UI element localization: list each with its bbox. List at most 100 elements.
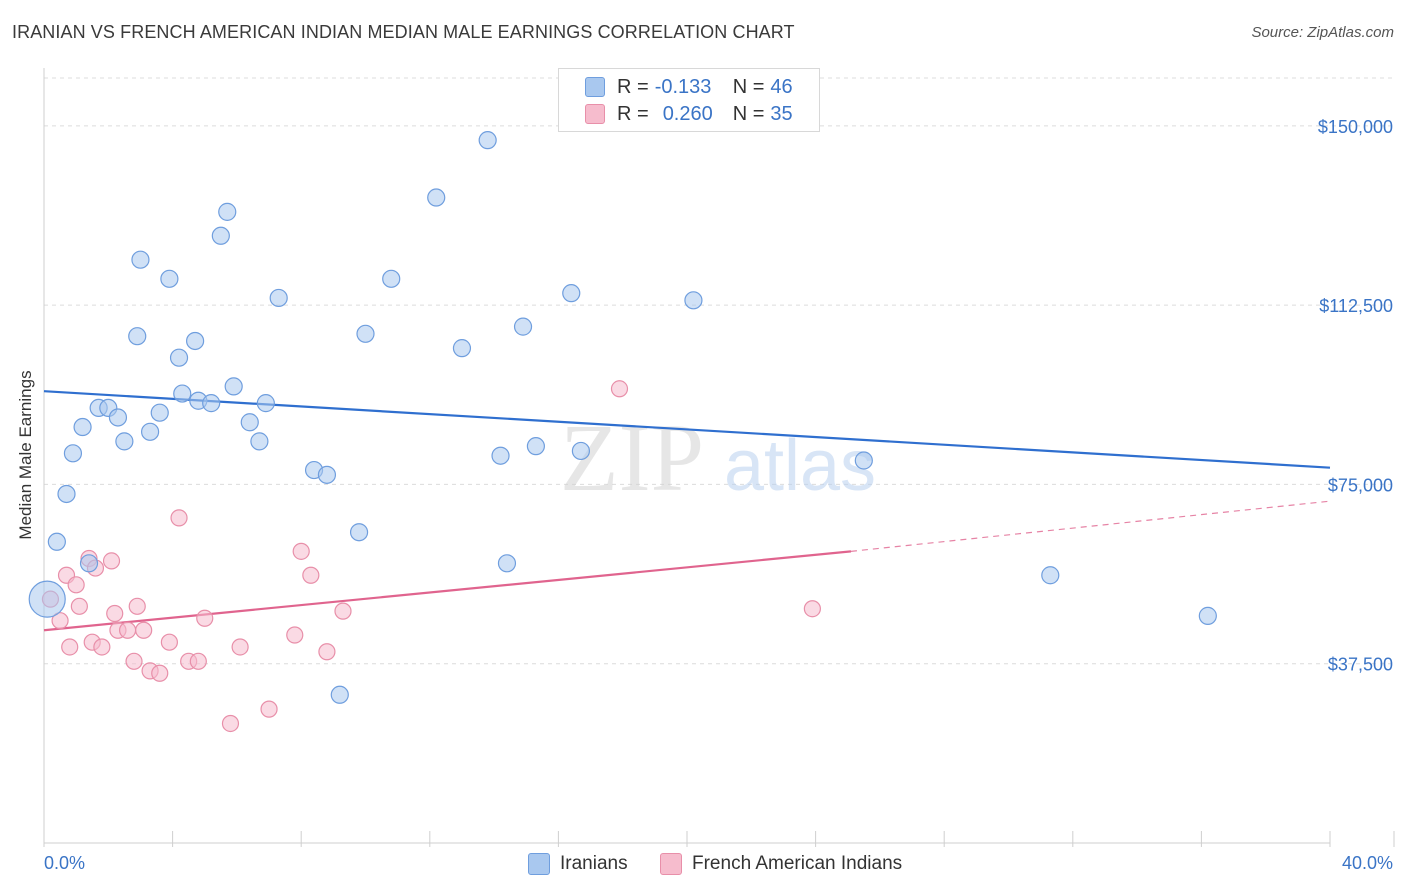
french-point (221, 714, 240, 733)
french-point (260, 700, 278, 718)
iranians-point (63, 444, 83, 463)
x-tick-label: 0.0% (44, 853, 85, 873)
iranians-point (218, 202, 237, 221)
iranians-point (28, 580, 66, 618)
french-point (51, 612, 69, 630)
french-point (302, 566, 320, 584)
iranians-point (169, 348, 189, 367)
iranians-point (150, 403, 169, 422)
iranians-point (478, 131, 497, 150)
legend-row-french: R = 0.260 N = 35 (585, 102, 793, 126)
french-point (189, 652, 207, 670)
correlation-legend: R = -0.133 N = 46 R = 0.260 N = 35 (558, 68, 820, 132)
french-point (118, 621, 137, 639)
french-point (151, 664, 169, 682)
legend-r-value: -0.133 (654, 75, 712, 98)
iranians-points (28, 131, 1217, 704)
iranians-point (382, 269, 401, 288)
french-point (803, 600, 821, 618)
french-point (231, 638, 249, 656)
legend-r-label: R = (617, 102, 649, 125)
french-point (170, 509, 188, 527)
watermark-atlas: atlas (724, 426, 876, 506)
y-tick-label: $37,500 (1328, 655, 1393, 675)
french-point (318, 643, 336, 661)
iranians-point (452, 339, 472, 358)
iranians-point (854, 451, 873, 470)
iranians-point (526, 437, 545, 456)
french-point (160, 633, 178, 651)
iranians-point (1198, 606, 1217, 625)
source-label: Source: ZipAtlas.com (1251, 24, 1394, 41)
bottom-legend-swatch-blue (528, 853, 550, 875)
french-point (125, 652, 143, 670)
iranians-point (202, 394, 221, 413)
legend-n-value: 35 (770, 102, 793, 125)
y-tick-label: $75,000 (1328, 475, 1393, 495)
iranians-point (684, 291, 703, 310)
french-point (70, 597, 88, 615)
iranians-point (427, 188, 446, 207)
french-point (135, 621, 153, 639)
iranians-point (128, 327, 147, 346)
y-tick-label: $112,500 (1319, 296, 1393, 316)
french-point (128, 597, 146, 615)
legend-n-label: N = (732, 102, 765, 125)
iranians-point (513, 317, 533, 336)
iranians-point (256, 394, 275, 413)
legend-row-iranians: R = -0.133 N = 46 (585, 75, 793, 99)
iranians-point (73, 417, 92, 437)
bottom-legend-french: French American Indians (660, 852, 902, 876)
watermark: ZIP atlas (560, 404, 876, 511)
french-point (292, 542, 310, 560)
grid-lines (44, 77, 1394, 665)
legend-swatch-blue (585, 77, 605, 97)
iranians-point (211, 226, 230, 245)
iranians-point (79, 554, 99, 573)
iranians-point (115, 432, 134, 451)
iranians-point (330, 685, 349, 704)
legend-r-label: R = (617, 75, 649, 98)
iranians-point (140, 422, 160, 441)
iranians-point (269, 288, 288, 308)
iranians-point (186, 331, 205, 351)
iranians-point (108, 408, 128, 427)
iranians-point (317, 465, 337, 484)
iranians-point (1041, 566, 1060, 585)
french-point (286, 626, 304, 644)
french-point (67, 576, 85, 594)
axes (43, 68, 1395, 847)
iranians-point (349, 523, 369, 542)
iranians-point (491, 446, 510, 465)
iranians-point (131, 250, 150, 269)
french-point (93, 638, 111, 656)
iranians-point (224, 377, 243, 396)
iranians-point (356, 324, 375, 343)
iranians-point (250, 432, 269, 451)
bottom-legend-swatch-pink (660, 853, 682, 875)
x-tick-labels: 0.0% 40.0% (44, 853, 1393, 873)
french-point (106, 604, 124, 623)
legend-r-value: 0.260 (662, 102, 713, 125)
french-point (334, 602, 352, 620)
legend-n-label: N = (732, 75, 765, 98)
iranians-point (173, 384, 192, 403)
french-point (102, 552, 121, 570)
iranians-point (562, 284, 581, 303)
french-trend-line-extension (850, 500, 1331, 552)
y-tick-label: $150,000 (1318, 117, 1393, 137)
x-tick-label: 40.0% (1342, 853, 1393, 873)
y-tick-labels: $37,500 $75,000 $112,500 $150,000 (1318, 117, 1393, 675)
french-trend-line (43, 550, 852, 632)
chart-title: IRANIAN VS FRENCH AMERICAN INDIAN MEDIAN… (12, 22, 795, 42)
iranians-point (47, 532, 66, 551)
legend-swatch-pink (585, 104, 605, 124)
iranians-point (497, 554, 517, 573)
iranians-point (571, 441, 591, 461)
y-axis-label: Median Male Earnings (16, 370, 35, 540)
bottom-legend-label: French American Indians (692, 853, 903, 874)
bottom-legend-iranians: Iranians (528, 852, 628, 876)
french-point (196, 609, 214, 627)
iranians-point (240, 413, 259, 432)
